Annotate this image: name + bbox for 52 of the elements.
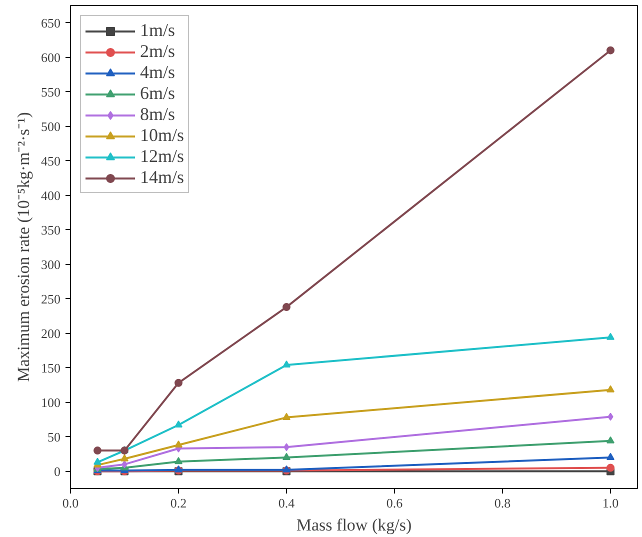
point [606, 385, 614, 392]
point [174, 440, 182, 448]
y-tick-label: 200 [41, 326, 60, 341]
point [282, 360, 290, 368]
x-tick-label: 0.2 [170, 496, 187, 510]
y-tick-label: 100 [41, 394, 60, 410]
legend-label: 8m/s [140, 104, 176, 125]
point [608, 412, 614, 421]
point [606, 452, 614, 460]
legend-label: 6m/s [140, 83, 176, 104]
y-tick-label: 150 [41, 360, 60, 376]
y-tick-label: 450 [41, 153, 60, 168]
x-tick-label: 0.0 [62, 496, 79, 510]
point [282, 465, 290, 472]
point [174, 457, 182, 464]
legend-label: 2m/s [140, 41, 176, 62]
point [284, 443, 290, 452]
point [122, 460, 128, 468]
y-axis-title: Maximum erosion rate (10⁻⁵kg·m⁻²·s⁻¹) [14, 112, 33, 382]
point [174, 420, 182, 428]
point [606, 436, 614, 444]
x-tick-label: 0.8 [494, 496, 511, 510]
x-tick-label: 0.4 [278, 496, 296, 510]
y-tick-label: 400 [41, 188, 60, 203]
y-tick-label: 350 [41, 222, 60, 238]
y-tick-label: 600 [41, 50, 60, 65]
point [606, 464, 614, 472]
y-tick-label: 650 [41, 15, 60, 30]
legend-label: 1m/s [140, 20, 176, 41]
legend-label: 12m/s [140, 146, 184, 167]
legend-label: 4m/s [140, 62, 176, 83]
y-tick-label: 0 [54, 464, 60, 479]
legend-label: 14m/s [140, 167, 184, 188]
point [606, 332, 614, 340]
point [606, 46, 614, 54]
point [174, 378, 182, 387]
point [94, 458, 102, 465]
x-axis-title: Mass flow (kg/s) [296, 516, 412, 534]
point [120, 454, 128, 462]
point [282, 452, 290, 460]
point [282, 412, 290, 420]
x-tick-label: 1.0 [602, 496, 619, 510]
point [174, 465, 182, 472]
y-tick-label: 550 [41, 84, 60, 100]
point [94, 446, 102, 455]
y-tick-label: 500 [41, 118, 60, 134]
legend-label: 10m/s [140, 125, 184, 146]
y-tick-label: 300 [41, 256, 60, 272]
point [282, 303, 290, 312]
y-tick-label: 250 [41, 291, 60, 306]
y-tick-label: 50 [48, 429, 60, 444]
x-tick-label: 0.6 [386, 496, 404, 510]
